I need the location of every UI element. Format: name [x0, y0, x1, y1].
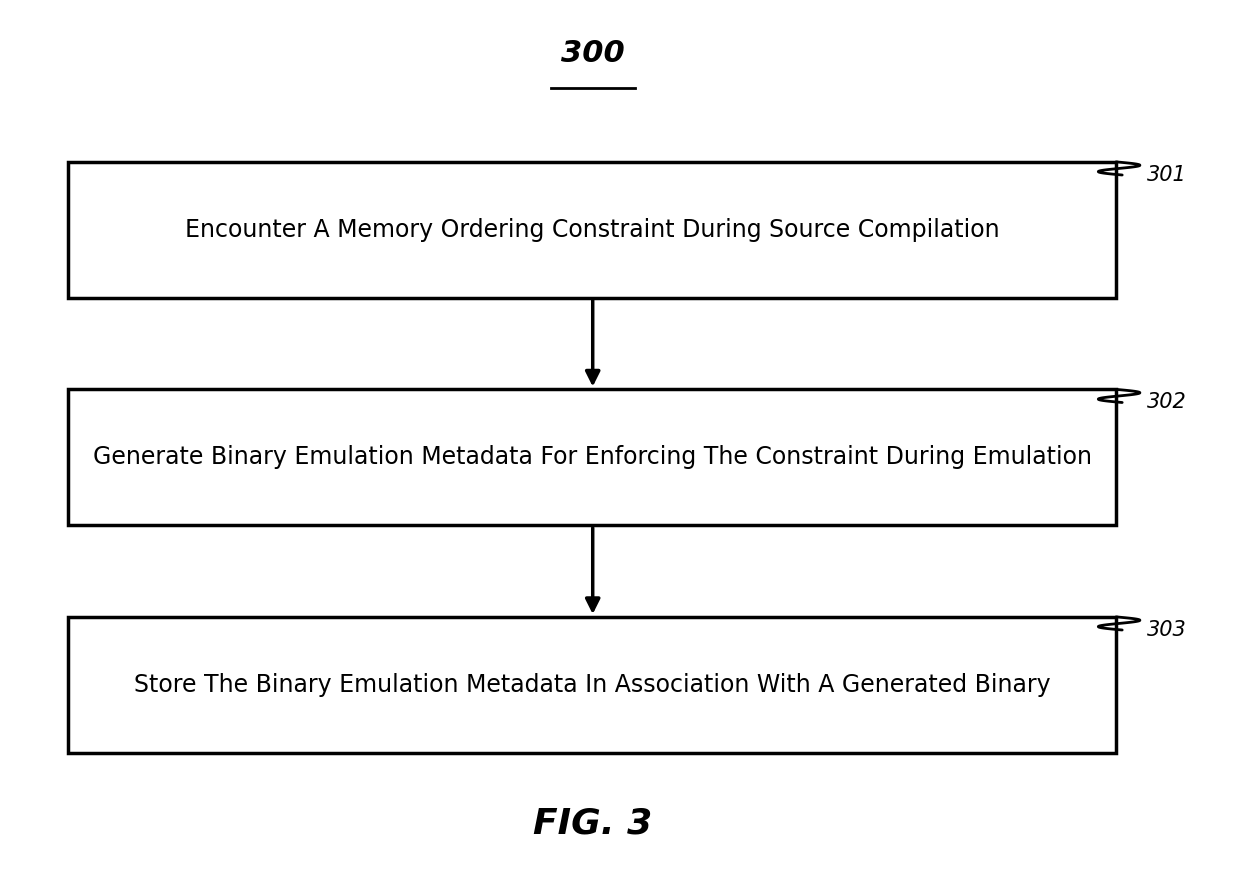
- FancyBboxPatch shape: [68, 389, 1116, 525]
- FancyBboxPatch shape: [68, 162, 1116, 298]
- Text: Encounter A Memory Ordering Constraint During Source Compilation: Encounter A Memory Ordering Constraint D…: [185, 218, 999, 242]
- Text: Store The Binary Emulation Metadata In Association With A Generated Binary: Store The Binary Emulation Metadata In A…: [134, 673, 1050, 696]
- FancyBboxPatch shape: [68, 617, 1116, 752]
- Text: 302: 302: [1147, 393, 1187, 412]
- Text: Generate Binary Emulation Metadata For Enforcing The Constraint During Emulation: Generate Binary Emulation Metadata For E…: [93, 445, 1091, 469]
- Text: FIG. 3: FIG. 3: [533, 806, 652, 840]
- Text: 301: 301: [1147, 165, 1187, 185]
- Text: 300: 300: [560, 39, 625, 68]
- Text: 303: 303: [1147, 620, 1187, 640]
